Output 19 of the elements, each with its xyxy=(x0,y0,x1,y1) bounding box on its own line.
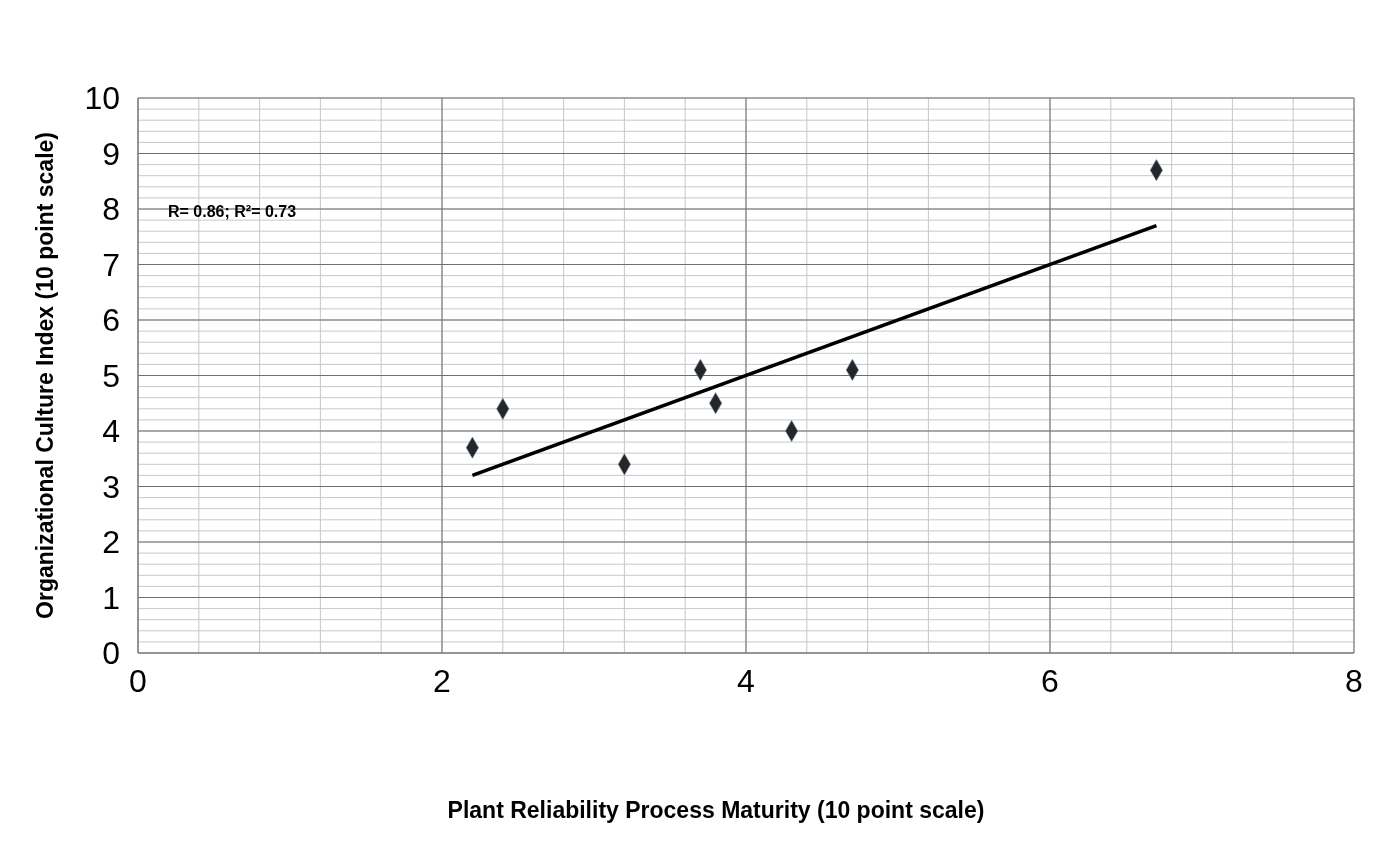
y-tick-label: 3 xyxy=(102,468,120,505)
y-tick-label: 9 xyxy=(102,135,120,172)
y-tick-label: 10 xyxy=(84,80,120,117)
y-tick-label: 5 xyxy=(102,357,120,394)
y-tick-label: 1 xyxy=(102,579,120,616)
x-tick-label: 4 xyxy=(737,662,755,699)
x-axis-title: Plant Reliability Process Maturity (10 point scale) xyxy=(447,797,985,823)
x-tick-label: 6 xyxy=(1041,662,1059,699)
annotation: R= 0.86; R²= 0.73 xyxy=(168,203,297,220)
x-tick-label: 2 xyxy=(433,662,451,699)
y-tick-label: 7 xyxy=(102,246,120,283)
y-tick-label: 0 xyxy=(102,635,120,672)
y-axis-title: Organizational Culture Index (10 point scale) xyxy=(32,132,58,619)
y-tick-label: 4 xyxy=(102,413,120,450)
y-tick-label: 8 xyxy=(102,191,120,228)
y-tick-label: 6 xyxy=(102,302,120,339)
y-tick-label: 2 xyxy=(102,524,120,561)
x-tick-label: 0 xyxy=(129,662,147,699)
x-tick-label: 8 xyxy=(1345,662,1363,699)
